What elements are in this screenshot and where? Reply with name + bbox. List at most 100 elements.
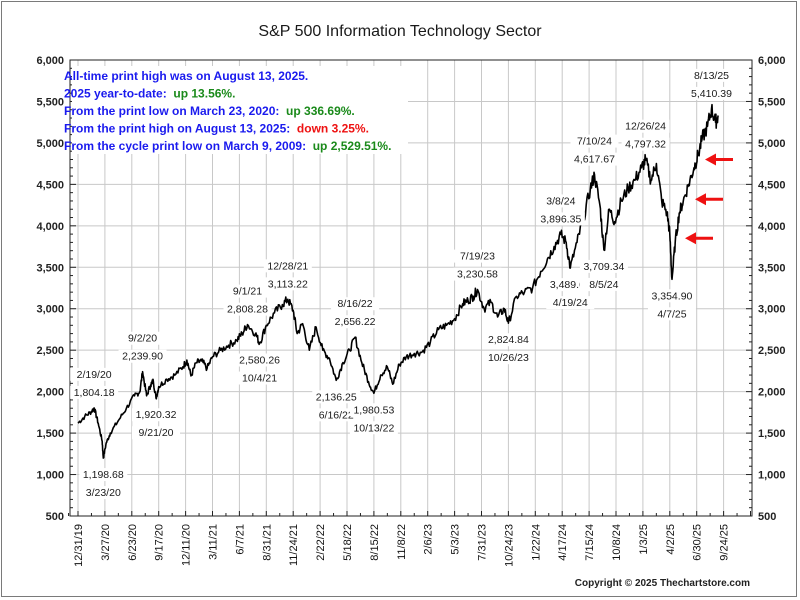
y-tick-label-right: 2,000 xyxy=(758,387,786,399)
x-tick-label: 3/27/20 xyxy=(100,524,112,561)
y-tick-label-right: 3,500 xyxy=(758,262,786,274)
annotation-bg xyxy=(579,277,628,291)
annotation-bg xyxy=(687,86,736,100)
annotation-bg xyxy=(263,259,312,273)
annotation-line-2: 5,410.39 xyxy=(691,88,732,100)
annotation-bg xyxy=(570,134,619,148)
x-tick-label: 8/31/21 xyxy=(261,524,273,561)
info-label: All-time print high was on August 13, 20… xyxy=(64,69,308,83)
annotation-line-2: 8/5/24 xyxy=(589,279,618,291)
info-line: From the print high on August 13, 2025: … xyxy=(64,122,369,136)
y-tick-label-left: 5,500 xyxy=(36,96,64,108)
series-layer xyxy=(77,103,719,459)
annotation-line-1: 2/19/20 xyxy=(77,369,112,381)
x-tick-label: 2/22/22 xyxy=(315,524,327,561)
annotation-line-1: 3,709.34 xyxy=(583,261,624,273)
annotation-line-1: 1,980.53 xyxy=(353,404,394,416)
y-tick-label-right: 500 xyxy=(758,511,776,523)
annotation-line-2: 9/21/20 xyxy=(138,427,173,439)
info-line: 2025 year-to-date: up 13.56%. xyxy=(64,87,235,101)
y-tick-label-right: 5,500 xyxy=(758,96,786,108)
arrows xyxy=(685,153,733,245)
annotation-bg xyxy=(484,351,533,365)
annotation-line-1: 8/13/25 xyxy=(694,70,729,82)
y-tick-label-left: 500 xyxy=(46,511,64,523)
x-tick-label: 10/8/24 xyxy=(611,524,623,561)
info-line: From the print low on March 23, 2020: up… xyxy=(64,104,355,118)
annotation-bg xyxy=(536,194,585,208)
arrow-head-icon xyxy=(695,193,706,206)
x-tick-label: 1/3/25 xyxy=(638,524,650,555)
annotation-bg xyxy=(546,296,595,310)
arrow-head-icon xyxy=(685,232,696,245)
y-tick-label-right: 3,000 xyxy=(758,304,786,316)
chart-title: S&P 500 Information Technology Sector xyxy=(258,23,542,40)
annotation-line-1: 9/1/21 xyxy=(233,286,262,298)
info-label: From the print high on August 13, 2025: xyxy=(64,122,290,136)
y-tick-label-left: 3,000 xyxy=(36,304,64,316)
x-tick-label: 9/24/25 xyxy=(719,524,731,561)
x-tick-label: 4/17/24 xyxy=(557,524,569,561)
y-tick-label-right: 1,500 xyxy=(758,428,786,440)
annotation-line-2: 3,113.22 xyxy=(268,278,308,290)
annotation-line-1: 2,136.25 xyxy=(316,391,357,403)
annotation-bg xyxy=(312,390,361,404)
annotation-line-1: 3,354.90 xyxy=(652,290,693,302)
plot-border xyxy=(69,59,753,517)
y-tick-label-left: 2,500 xyxy=(36,345,64,357)
x-tick-label: 9/17/20 xyxy=(154,524,166,561)
annotation-bg xyxy=(235,353,284,367)
annotation-bg xyxy=(536,212,585,226)
annotation-bg xyxy=(647,289,696,303)
x-tick-label: 12/11/20 xyxy=(181,524,193,566)
annotation-bg xyxy=(331,315,380,329)
annotation-bg xyxy=(263,277,312,291)
annotation-bg xyxy=(235,371,284,385)
annotation-line-1: 8/16/22 xyxy=(338,298,373,310)
annotation-line-2: 4,617.67 xyxy=(574,154,615,166)
annotation-bg xyxy=(331,297,380,311)
info-line: All-time print high was on August 13, 20… xyxy=(64,69,308,83)
x-tick-label: 10/24/23 xyxy=(503,524,515,567)
y-tick-label-left: 5,000 xyxy=(36,138,64,150)
x-tick-label: 5/3/23 xyxy=(450,524,462,555)
annotation-bg xyxy=(223,284,272,298)
copyright: Copyright © 2025 Thechartstore.com xyxy=(575,578,750,589)
info-label: From the print low on March 23, 2020: xyxy=(64,104,279,118)
annotation-bg xyxy=(621,119,670,133)
y-axis-right: 6,000 5,500 5,000 4,500 4,000 3,500 3,000 2,500… xyxy=(758,55,786,523)
annotation-bg xyxy=(79,468,128,482)
annotation-line-2: 10/13/22 xyxy=(353,422,394,434)
annotation-line-2: 10/4/21 xyxy=(242,373,277,385)
annotation-line-2: 3,896.35 xyxy=(540,213,581,225)
info-box: All-time print high was on August 13, 20… xyxy=(64,66,408,154)
info-bg xyxy=(72,66,408,154)
x-tick-label: 6/30/25 xyxy=(692,524,704,561)
annotation-bg xyxy=(118,331,167,345)
annotation-bg xyxy=(223,302,272,316)
annotation-bg xyxy=(349,421,398,435)
annotation-line-2: 4/7/25 xyxy=(657,308,686,320)
annotation-line-1: 2,580.26 xyxy=(239,355,280,367)
annotation-bg xyxy=(453,267,502,281)
x-tick-label: 1/22/24 xyxy=(530,524,542,561)
y-tick-label-right: 2,500 xyxy=(758,345,786,357)
info-line: From the cycle print low on March 9, 200… xyxy=(64,139,391,153)
y-tick-label-left: 1,500 xyxy=(36,428,64,440)
arrow-head-icon xyxy=(705,153,716,166)
annotation-line-2: 2,808.28 xyxy=(227,304,268,316)
y-tick-label-right: 6,000 xyxy=(758,55,786,67)
annotation-bg xyxy=(118,349,167,363)
x-tick-label: 11/24/21 xyxy=(288,524,300,566)
annotation-line-2: 4,797.32 xyxy=(625,139,666,151)
annotation-line-1: 1,920.32 xyxy=(136,409,177,421)
x-tick-label: 7/15/24 xyxy=(584,524,596,561)
x-tick-label: 6/23/20 xyxy=(127,524,139,561)
y-tick-label-left: 4,500 xyxy=(36,179,64,191)
x-tick-label: 8/15/22 xyxy=(369,524,381,561)
y-axis-left: 6,000 5,500 5,000 4,500 4,000 3,500 3,000 2,500… xyxy=(36,55,64,523)
annotation-bg xyxy=(79,486,128,500)
y-tick-label-left: 3,500 xyxy=(36,262,64,274)
annotation-line-2: 10/26/23 xyxy=(488,352,529,364)
